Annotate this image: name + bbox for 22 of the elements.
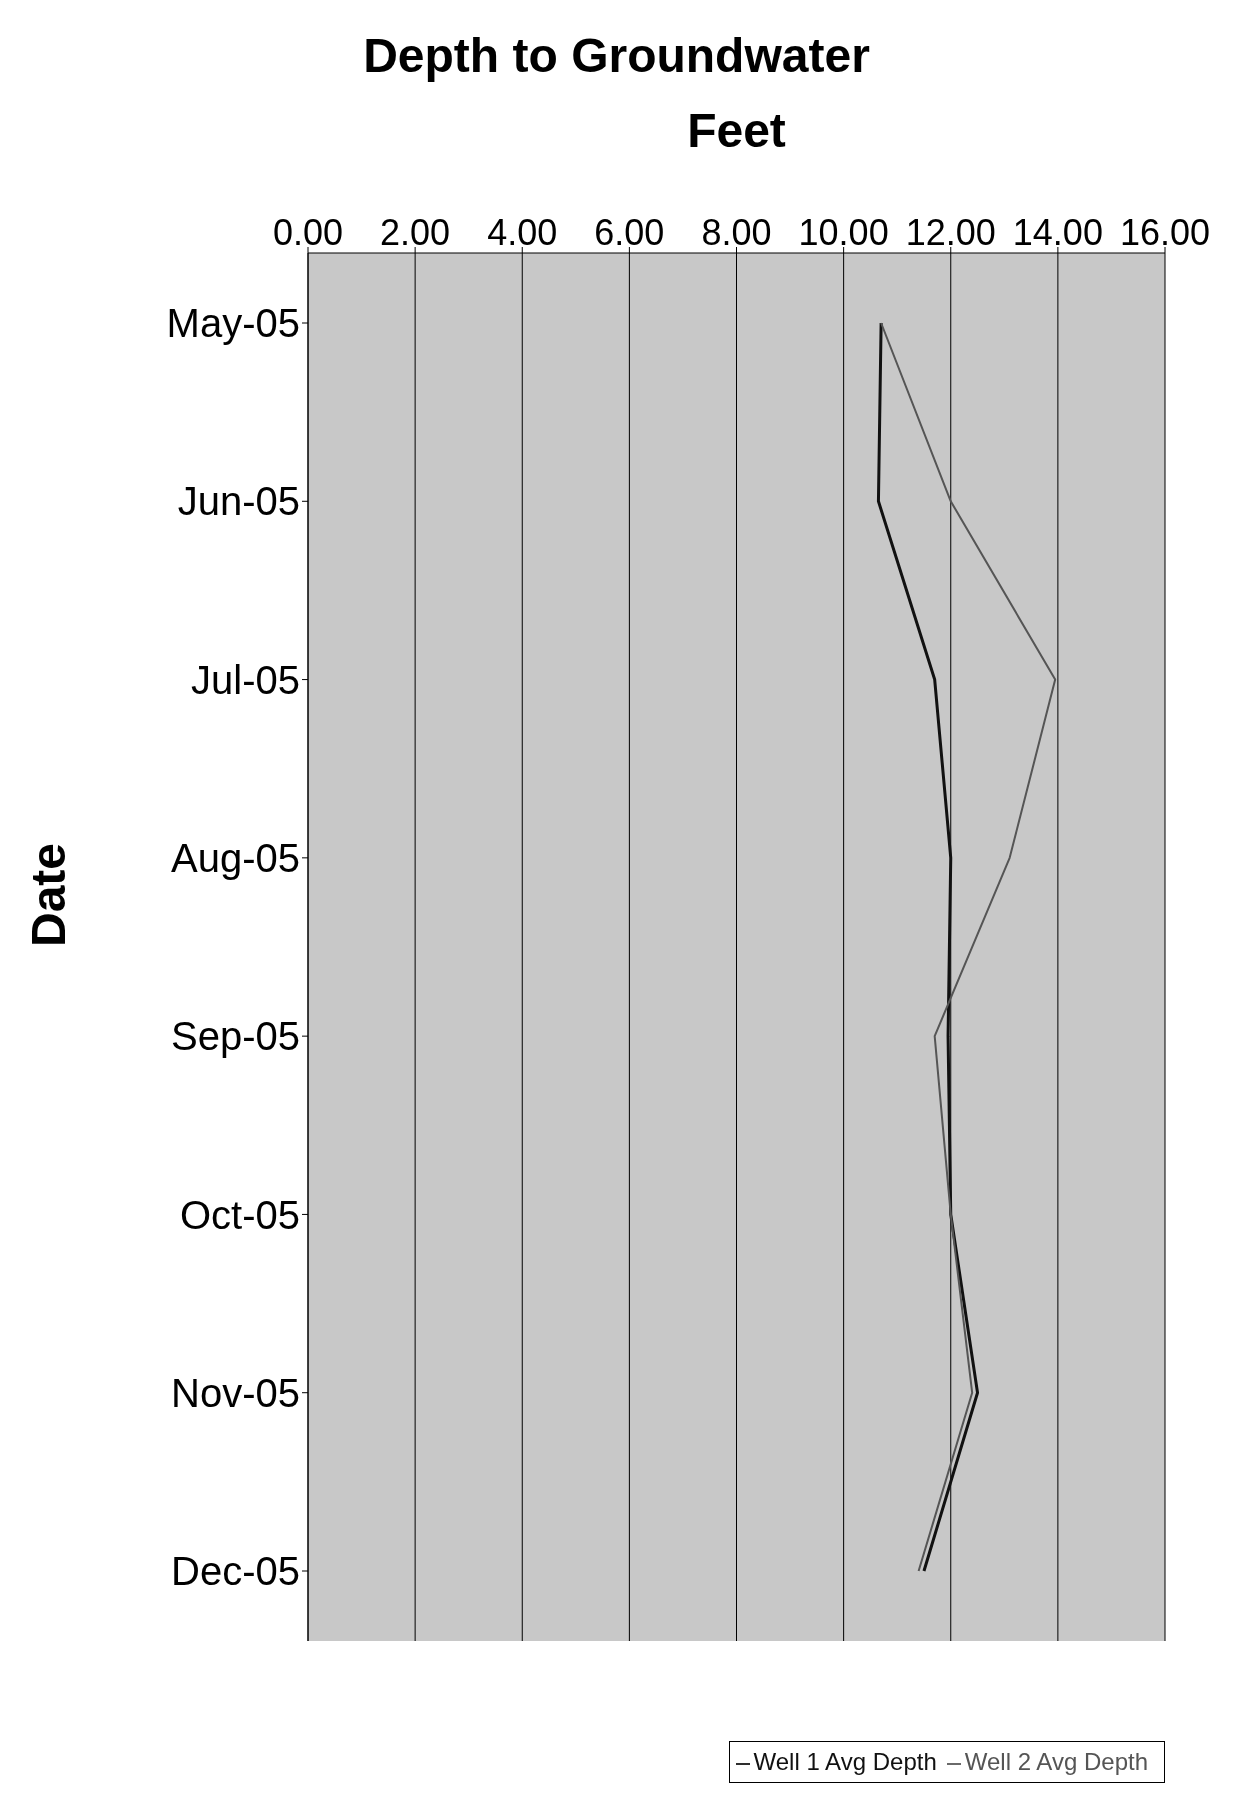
x-tick-label: 10.00: [798, 212, 889, 253]
x-tick-label: 16.00: [1119, 212, 1211, 253]
y-tick-label: Jun-05: [177, 479, 300, 524]
x-axis-title: Feet: [687, 104, 786, 158]
y-tick-label: Dec-05: [171, 1549, 300, 1594]
y-tick-label: Nov-05: [171, 1370, 300, 1415]
x-tick-label: 2.00: [380, 212, 451, 253]
legend-label: Well 1 Avg Depth: [753, 1748, 937, 1775]
y-tick-label: Oct-05: [179, 1192, 300, 1237]
y-axis-title: Date: [22, 842, 76, 947]
y-tick-label: Sep-05: [171, 1014, 300, 1059]
x-tick-label: 12.00: [905, 212, 996, 253]
y-tick-label: Jul-05: [191, 657, 300, 702]
x-tick-label: 8.00: [701, 212, 772, 253]
y-tick-label: May-05: [166, 301, 300, 346]
x-tick-label: 0.00: [272, 212, 344, 253]
x-tick-label: 4.00: [487, 212, 558, 253]
y-tick-label: Aug-05: [171, 836, 300, 881]
x-tick-label: 6.00: [594, 212, 665, 253]
legend-label: Well 2 Avg Depth: [964, 1748, 1148, 1775]
chart-title: Depth to Groundwater: [362, 28, 871, 84]
x-tick-label: 14.00: [1012, 212, 1103, 253]
